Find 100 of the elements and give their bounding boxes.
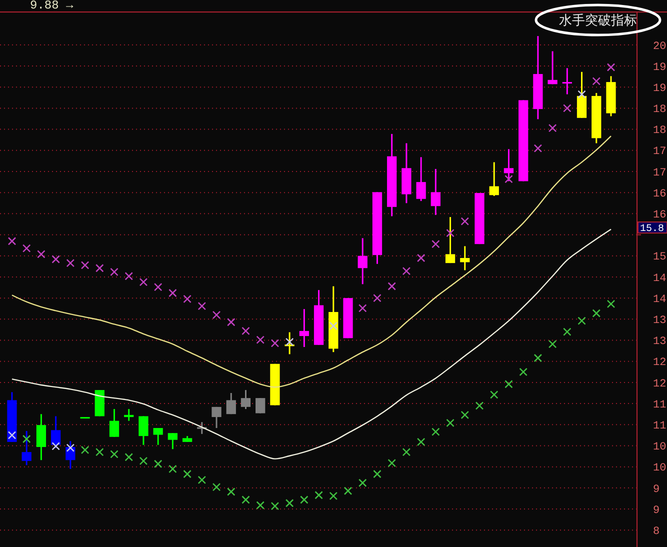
point <box>212 482 221 492</box>
point <box>110 268 118 276</box>
candlestick <box>36 413 46 461</box>
candlestick <box>299 308 310 348</box>
candlestick <box>153 427 163 446</box>
point <box>212 310 221 320</box>
point <box>285 498 294 508</box>
point <box>504 174 513 184</box>
point <box>95 448 104 456</box>
annotation: 9.88 → <box>30 0 74 12</box>
point <box>37 250 46 258</box>
y-tick-label: 13 <box>653 336 666 348</box>
y-tick-label: 20 <box>653 40 666 53</box>
y-tick-label: 17 <box>653 167 666 180</box>
point <box>285 338 294 346</box>
point <box>124 452 134 462</box>
y-tick-label: 18 <box>653 104 666 116</box>
candlestick <box>416 156 426 202</box>
point <box>270 502 280 510</box>
point <box>416 254 426 262</box>
point <box>460 410 470 420</box>
point <box>168 288 177 298</box>
point <box>66 258 75 268</box>
point <box>402 448 411 456</box>
point <box>198 302 206 310</box>
y-tick-label: 16 <box>653 188 666 200</box>
point <box>168 464 177 474</box>
point <box>329 322 338 330</box>
point <box>329 492 338 500</box>
point <box>110 450 118 458</box>
point <box>432 240 440 248</box>
point <box>358 478 367 488</box>
candlestick <box>168 432 178 450</box>
y-tick-label: 14 <box>653 272 667 285</box>
point <box>256 501 264 510</box>
y-tick-label: 12 <box>653 378 666 390</box>
point <box>460 217 470 226</box>
point <box>373 294 382 302</box>
candlestick <box>138 415 148 446</box>
point <box>344 486 352 496</box>
point <box>198 476 206 484</box>
point <box>490 390 498 399</box>
point <box>256 336 264 344</box>
point <box>139 456 148 466</box>
point <box>519 368 528 376</box>
point <box>416 438 426 446</box>
y-tick-label: 18 <box>653 125 666 138</box>
candlestick <box>489 161 499 197</box>
candlestick <box>576 71 587 119</box>
point <box>358 304 367 312</box>
y-tick-label: 11 <box>653 420 667 432</box>
y-tick-label: 13 <box>653 315 666 328</box>
candlestick <box>226 392 236 415</box>
candlestick <box>548 50 558 85</box>
point <box>52 255 60 264</box>
candlestick <box>460 245 470 271</box>
point <box>606 63 616 72</box>
point <box>388 458 396 468</box>
candlestick <box>256 397 266 414</box>
point <box>270 339 280 348</box>
point <box>183 470 192 478</box>
candlestick <box>50 415 61 449</box>
point <box>242 496 250 504</box>
point <box>534 354 542 362</box>
point <box>432 428 440 436</box>
point <box>95 264 104 272</box>
point <box>66 444 75 452</box>
y-tick-label: 14 <box>653 294 667 306</box>
point <box>563 104 572 112</box>
point <box>446 228 454 238</box>
y-tick-label: 12 <box>653 357 666 370</box>
text: 15.8 <box>640 224 664 235</box>
point <box>578 90 586 98</box>
candlestick <box>240 389 251 410</box>
y-tick-label: 8 <box>653 526 660 538</box>
candlestick <box>504 148 514 182</box>
point <box>154 282 162 292</box>
point <box>22 244 31 252</box>
y-tick-label: 10 <box>653 462 666 475</box>
point <box>475 402 484 410</box>
y-tick-label: 9 <box>653 504 660 517</box>
y-tick-label: 11 <box>653 399 667 412</box>
candlestick <box>124 408 134 422</box>
point <box>52 442 60 450</box>
point <box>578 316 586 325</box>
y-tick-label: 10 <box>653 442 666 454</box>
point <box>183 294 192 304</box>
point <box>388 282 396 290</box>
point <box>226 318 236 326</box>
point <box>548 124 557 132</box>
point <box>22 434 31 444</box>
point <box>548 340 557 348</box>
point <box>300 496 308 504</box>
point <box>592 309 601 318</box>
y-tick-label: 15 <box>653 252 666 264</box>
candlestick <box>109 408 120 438</box>
point <box>592 77 601 86</box>
point <box>446 418 454 428</box>
candlestick <box>445 216 456 264</box>
point <box>124 272 134 280</box>
